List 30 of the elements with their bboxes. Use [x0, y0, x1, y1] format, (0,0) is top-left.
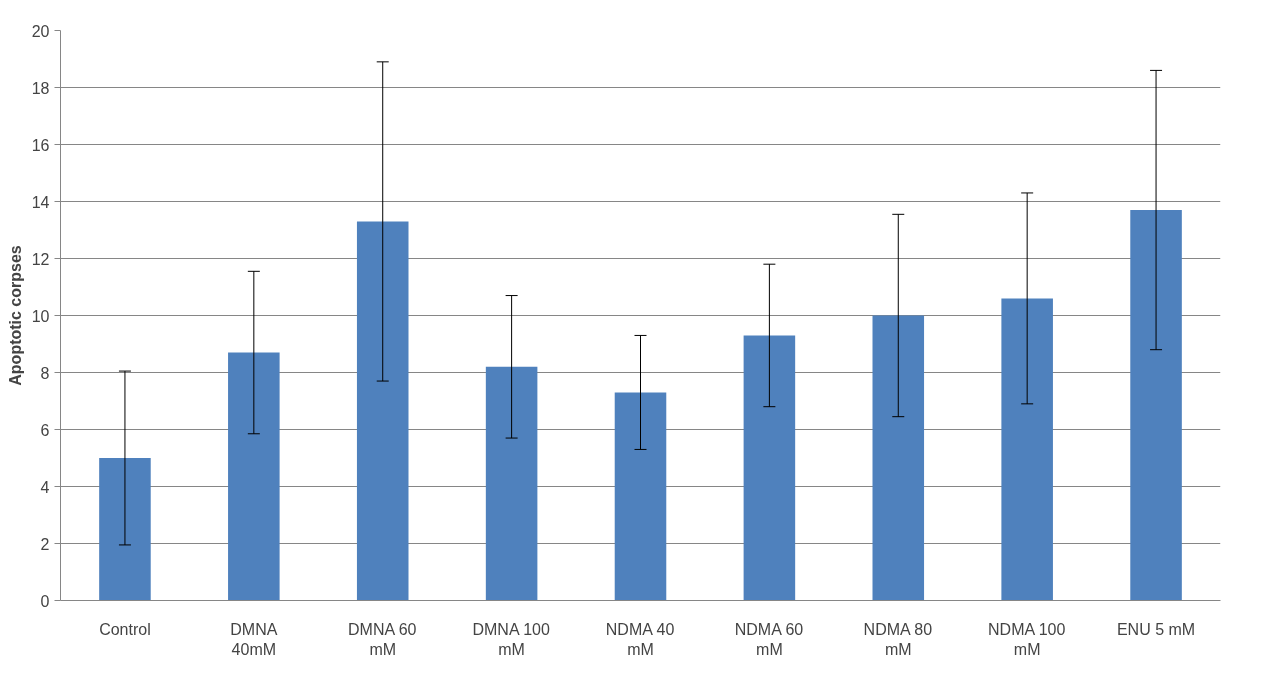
bar — [228, 352, 280, 601]
x-tick-label: DMNA 100 mM — [472, 620, 550, 658]
y-tick-label: 16 — [31, 136, 50, 154]
bar — [1001, 298, 1053, 601]
y-tick-label: 20 — [31, 22, 50, 40]
y-axis-title: Apoptotic corpses — [6, 245, 24, 386]
bar — [743, 335, 796, 601]
x-tick-label: Control — [99, 620, 151, 638]
y-tick-label: 12 — [31, 250, 50, 268]
bar — [614, 392, 667, 601]
bar — [485, 366, 538, 601]
bar — [872, 315, 925, 601]
x-tick-label: NDMA 40 mM — [605, 620, 675, 658]
y-tick-label: 8 — [40, 364, 50, 382]
y-tick-label: 6 — [40, 421, 50, 439]
x-tick-label: DMNA 40mM — [230, 620, 278, 658]
x-tick-label: NDMA 60 mM — [734, 620, 804, 658]
y-tick-label: 10 — [31, 307, 50, 325]
y-tick-label: 18 — [31, 79, 50, 97]
y-tick-label: 14 — [31, 193, 50, 211]
bar — [99, 458, 151, 601]
y-tick-label: 4 — [40, 478, 50, 496]
bar — [356, 221, 409, 601]
y-tick-label: 0 — [40, 592, 50, 610]
x-tick-label: NDMA 100 mM — [988, 620, 1066, 658]
y-tick-label: 2 — [40, 535, 50, 553]
x-tick-label: DMNA 60 mM — [348, 620, 417, 658]
bar — [1130, 210, 1182, 601]
x-tick-label: NDMA 80 mM — [863, 620, 933, 658]
x-tick-label: ENU 5 mM — [1116, 620, 1196, 638]
